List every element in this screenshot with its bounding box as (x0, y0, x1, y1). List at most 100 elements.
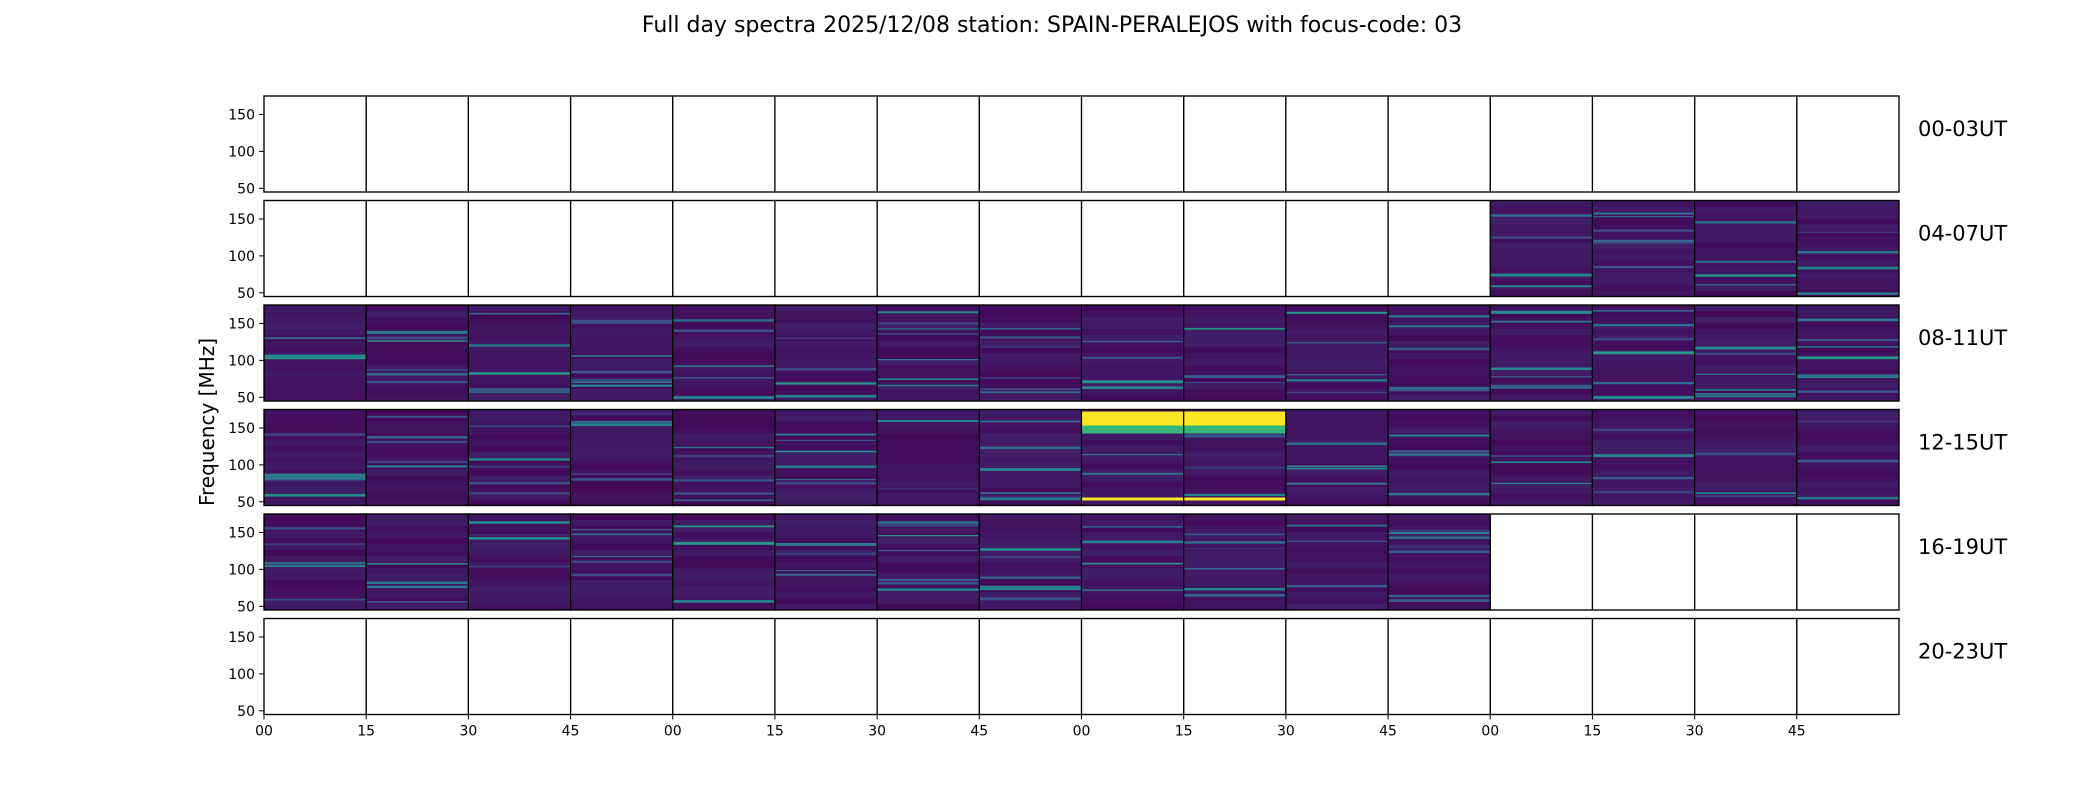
spectrum-band (1285, 421, 1389, 428)
spectrum-band (979, 421, 1082, 428)
spectrum-panel (979, 409, 1082, 506)
spectrum-panel (774, 409, 878, 506)
spectrum-band (774, 323, 878, 330)
interference-line (1490, 367, 1593, 371)
interference-line (1694, 393, 1797, 395)
spectrum-panel (1388, 409, 1491, 506)
spectrum-band (774, 493, 878, 500)
interference-line (672, 454, 775, 458)
interference-line (877, 311, 980, 314)
panel-frame (263, 617, 367, 716)
spectrum-panel (672, 514, 775, 611)
spectrum-panel (1183, 409, 1286, 506)
spectrum-panel (366, 514, 469, 611)
spectrum-panel (468, 409, 571, 506)
spectrum-band (264, 383, 367, 390)
spectrum-band (1796, 445, 1899, 452)
spectrum-band (1694, 433, 1797, 440)
spectrum-band (570, 550, 673, 557)
interference-line (1694, 260, 1797, 263)
spectrum-band (1388, 377, 1491, 384)
spectrum-band (366, 514, 469, 521)
spectrum-band (264, 377, 367, 384)
spectrum-band (1388, 604, 1491, 611)
spectrum-band (468, 481, 571, 488)
spectrum-band (672, 409, 775, 416)
interference-line (1796, 251, 1899, 254)
panel-frame (1183, 617, 1287, 716)
spectrum-band (1183, 457, 1286, 464)
spectrum-band (366, 451, 469, 458)
spectrum-band (774, 457, 878, 464)
spectrum-band (774, 574, 878, 581)
burst-band (1183, 411, 1286, 426)
spectrum-band (570, 538, 673, 545)
spectrum-band (366, 526, 469, 533)
spectrum-band (468, 514, 571, 521)
panel-frame (1080, 199, 1185, 298)
spectrum-band (468, 427, 571, 434)
interference-line (1796, 376, 1899, 379)
interference-line (366, 601, 469, 603)
spectrum-band (1388, 359, 1491, 366)
spectrum-band (366, 493, 469, 500)
spectrum-band (468, 562, 571, 569)
interference-line (1796, 421, 1899, 423)
spectrum-band (1285, 574, 1389, 581)
spectrum-band (979, 427, 1082, 434)
spectrum-band (1183, 371, 1286, 378)
spectrum-band (366, 556, 469, 563)
interference-line (877, 333, 980, 335)
interference-line (1490, 455, 1593, 457)
spectrum-band (264, 499, 367, 506)
spectrum-band (979, 514, 1082, 521)
y-tick-label: 50 (237, 286, 255, 302)
spectrum-band (672, 365, 775, 372)
spectrum-band (877, 421, 980, 428)
spectrum-panel (264, 409, 367, 506)
x-tick-label: 45 (1788, 724, 1806, 740)
spectrum-band (672, 568, 775, 575)
spectrum-panel (1490, 409, 1593, 506)
spectrum-panel (1285, 514, 1389, 611)
interference-line (1081, 526, 1184, 528)
spectrum-band (774, 604, 878, 611)
spectrum-band (877, 395, 980, 402)
spectrum-band (774, 371, 878, 378)
spectrum-band (672, 580, 775, 587)
spectrum-band (1694, 475, 1797, 482)
spectrum-band (366, 317, 469, 324)
spectrum-band (1081, 556, 1184, 563)
spectrum-band (1081, 580, 1184, 587)
spectrum-band (366, 544, 469, 551)
spectrum-band (1183, 389, 1286, 396)
x-tick-label: 15 (1584, 724, 1602, 740)
row-frame (263, 513, 1900, 611)
spectrum-band (1081, 439, 1184, 446)
spectrum-band (570, 359, 673, 366)
spectrum-band (877, 439, 980, 446)
spectrum-band (774, 475, 878, 482)
spectrum-band (672, 451, 775, 458)
spectrum-band (264, 359, 367, 366)
spectrum-band (1388, 526, 1491, 533)
spectrum-band (1285, 562, 1389, 569)
spectrum-band (1388, 329, 1491, 336)
spectrum-band (366, 323, 469, 330)
spectrum-band (1490, 481, 1593, 488)
spectrum-band (672, 469, 775, 476)
spectrum-band (1490, 377, 1593, 384)
spectrum-band (774, 305, 878, 312)
spectrum-band (877, 323, 980, 330)
spectrum-band (570, 323, 673, 330)
spectrum-band (1388, 353, 1491, 360)
interference-line (366, 436, 469, 439)
spectrum-band (1388, 586, 1491, 593)
spectrum-band (1285, 469, 1389, 476)
spectrum-band (468, 592, 571, 599)
spectrum-band (570, 305, 673, 312)
spectrum-band (1183, 520, 1286, 527)
interference-line (264, 493, 367, 497)
spectrum-band (1694, 445, 1797, 452)
panel-frame (774, 199, 878, 298)
